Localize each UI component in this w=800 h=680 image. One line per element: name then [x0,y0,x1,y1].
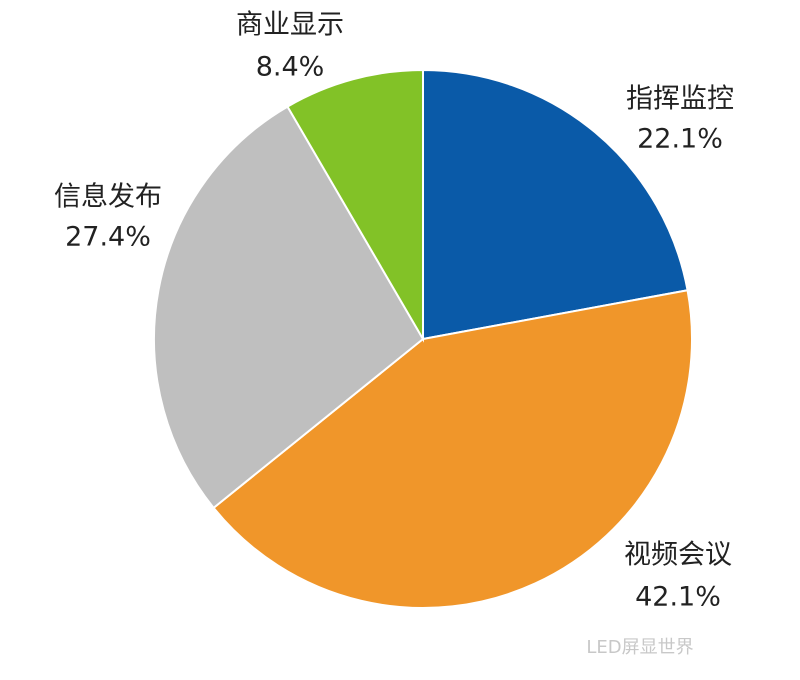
value-label: 27.4% [65,222,151,253]
pie-slice [422,68,689,341]
slice-label: 信息发布 [54,182,162,213]
pie-slice [153,105,425,510]
slice-label: 商业显示 [236,10,344,41]
value-label: 22.1% [637,124,723,155]
slice-label: 指挥监控 [626,84,734,115]
value-label: 42.1% [635,582,721,613]
slice-label: 视频会议 [624,540,732,571]
pie-slice [286,68,424,343]
pie-slice [212,289,693,609]
watermark: LED屏显世界 [586,637,693,658]
value-label: 8.4% [256,52,325,83]
